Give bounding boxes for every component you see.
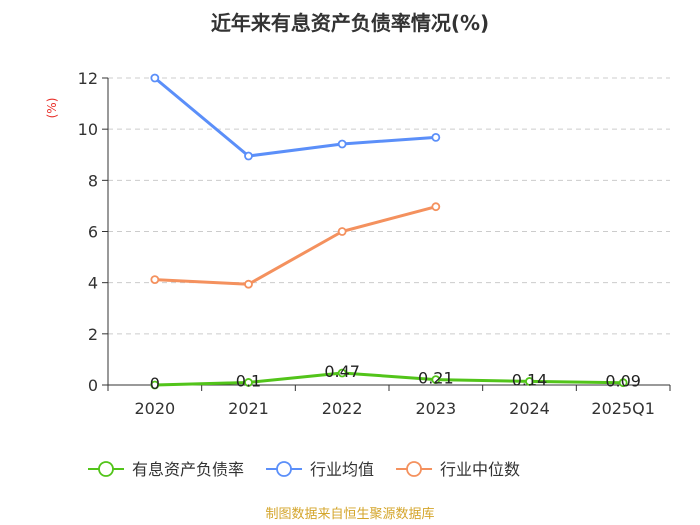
source-note: 制图数据来自恒生聚源数据库 [265,506,434,522]
axes: 0 2 4 6 8 10 12 2020 2021 2022 2023 2024 2025Q1 [78,69,671,418]
legend-item-2[interactable]: 行业中位数 [396,460,520,479]
legend-label: 行业中位数 [440,460,520,479]
y-tick-label: 2 [88,325,98,344]
legend[interactable]: 有息资产负债率 行业均值 行业中位数 [88,460,520,479]
legend-label: 行业均值 [310,460,374,479]
y-tick-label: 0 [88,376,98,395]
y-tick-label: 12 [78,69,98,88]
data-label: 0.1 [236,371,261,390]
data-point[interactable] [431,132,441,142]
data-point[interactable] [150,275,160,284]
data-label: 0.21 [418,369,454,388]
series-2 [150,202,441,289]
x-tick-label: 2022 [322,399,363,418]
series-group: 0 0.1 0.47 0.21 0.14 0.09 [150,73,641,393]
legend-marker-icon [406,461,422,477]
legend-label: 有息资产负债率 [132,460,244,479]
data-point[interactable] [244,378,253,387]
data-point[interactable] [618,378,628,388]
series-line [154,371,624,387]
data-point[interactable] [525,377,534,386]
x-tick-label: 2025Q1 [591,399,655,418]
grid [108,77,670,335]
x-tick-label: 2023 [415,399,456,418]
data-label: 0.14 [512,370,548,389]
data-point[interactable] [337,139,347,149]
data-point[interactable] [337,368,347,378]
data-point[interactable] [244,279,253,289]
series-line [153,76,436,158]
y-tick-label: 10 [78,120,98,139]
x-tick-label: 2021 [228,399,269,418]
y-axis-unit: (%) [45,98,59,119]
y-tick-label: 4 [88,274,98,293]
legend-marker-icon [276,461,292,477]
legend-item-1[interactable]: 行业均值 [266,460,374,479]
series-1 [150,73,441,161]
legend-item-0[interactable]: 有息资产负债率 [88,460,244,479]
y-tick-label: 8 [88,171,98,190]
data-point[interactable] [150,380,160,390]
series-line [154,205,437,286]
chart-title: 近年来有息资产负债率情况(%) [211,11,489,35]
data-point[interactable] [431,375,441,385]
y-tick-label: 6 [88,223,98,242]
data-label: 0 [150,374,160,393]
data-point[interactable] [431,202,441,212]
series-0: 0 0.1 0.47 0.21 0.14 0.09 [150,362,641,393]
x-tick-label: 2024 [509,399,550,418]
legend-marker-icon [98,461,114,477]
data-point[interactable] [337,227,347,236]
x-tick-label: 2020 [134,399,175,418]
data-label: 0.47 [324,362,360,381]
data-label: 0.09 [605,372,641,391]
data-point[interactable] [150,73,160,83]
data-point[interactable] [244,151,253,161]
